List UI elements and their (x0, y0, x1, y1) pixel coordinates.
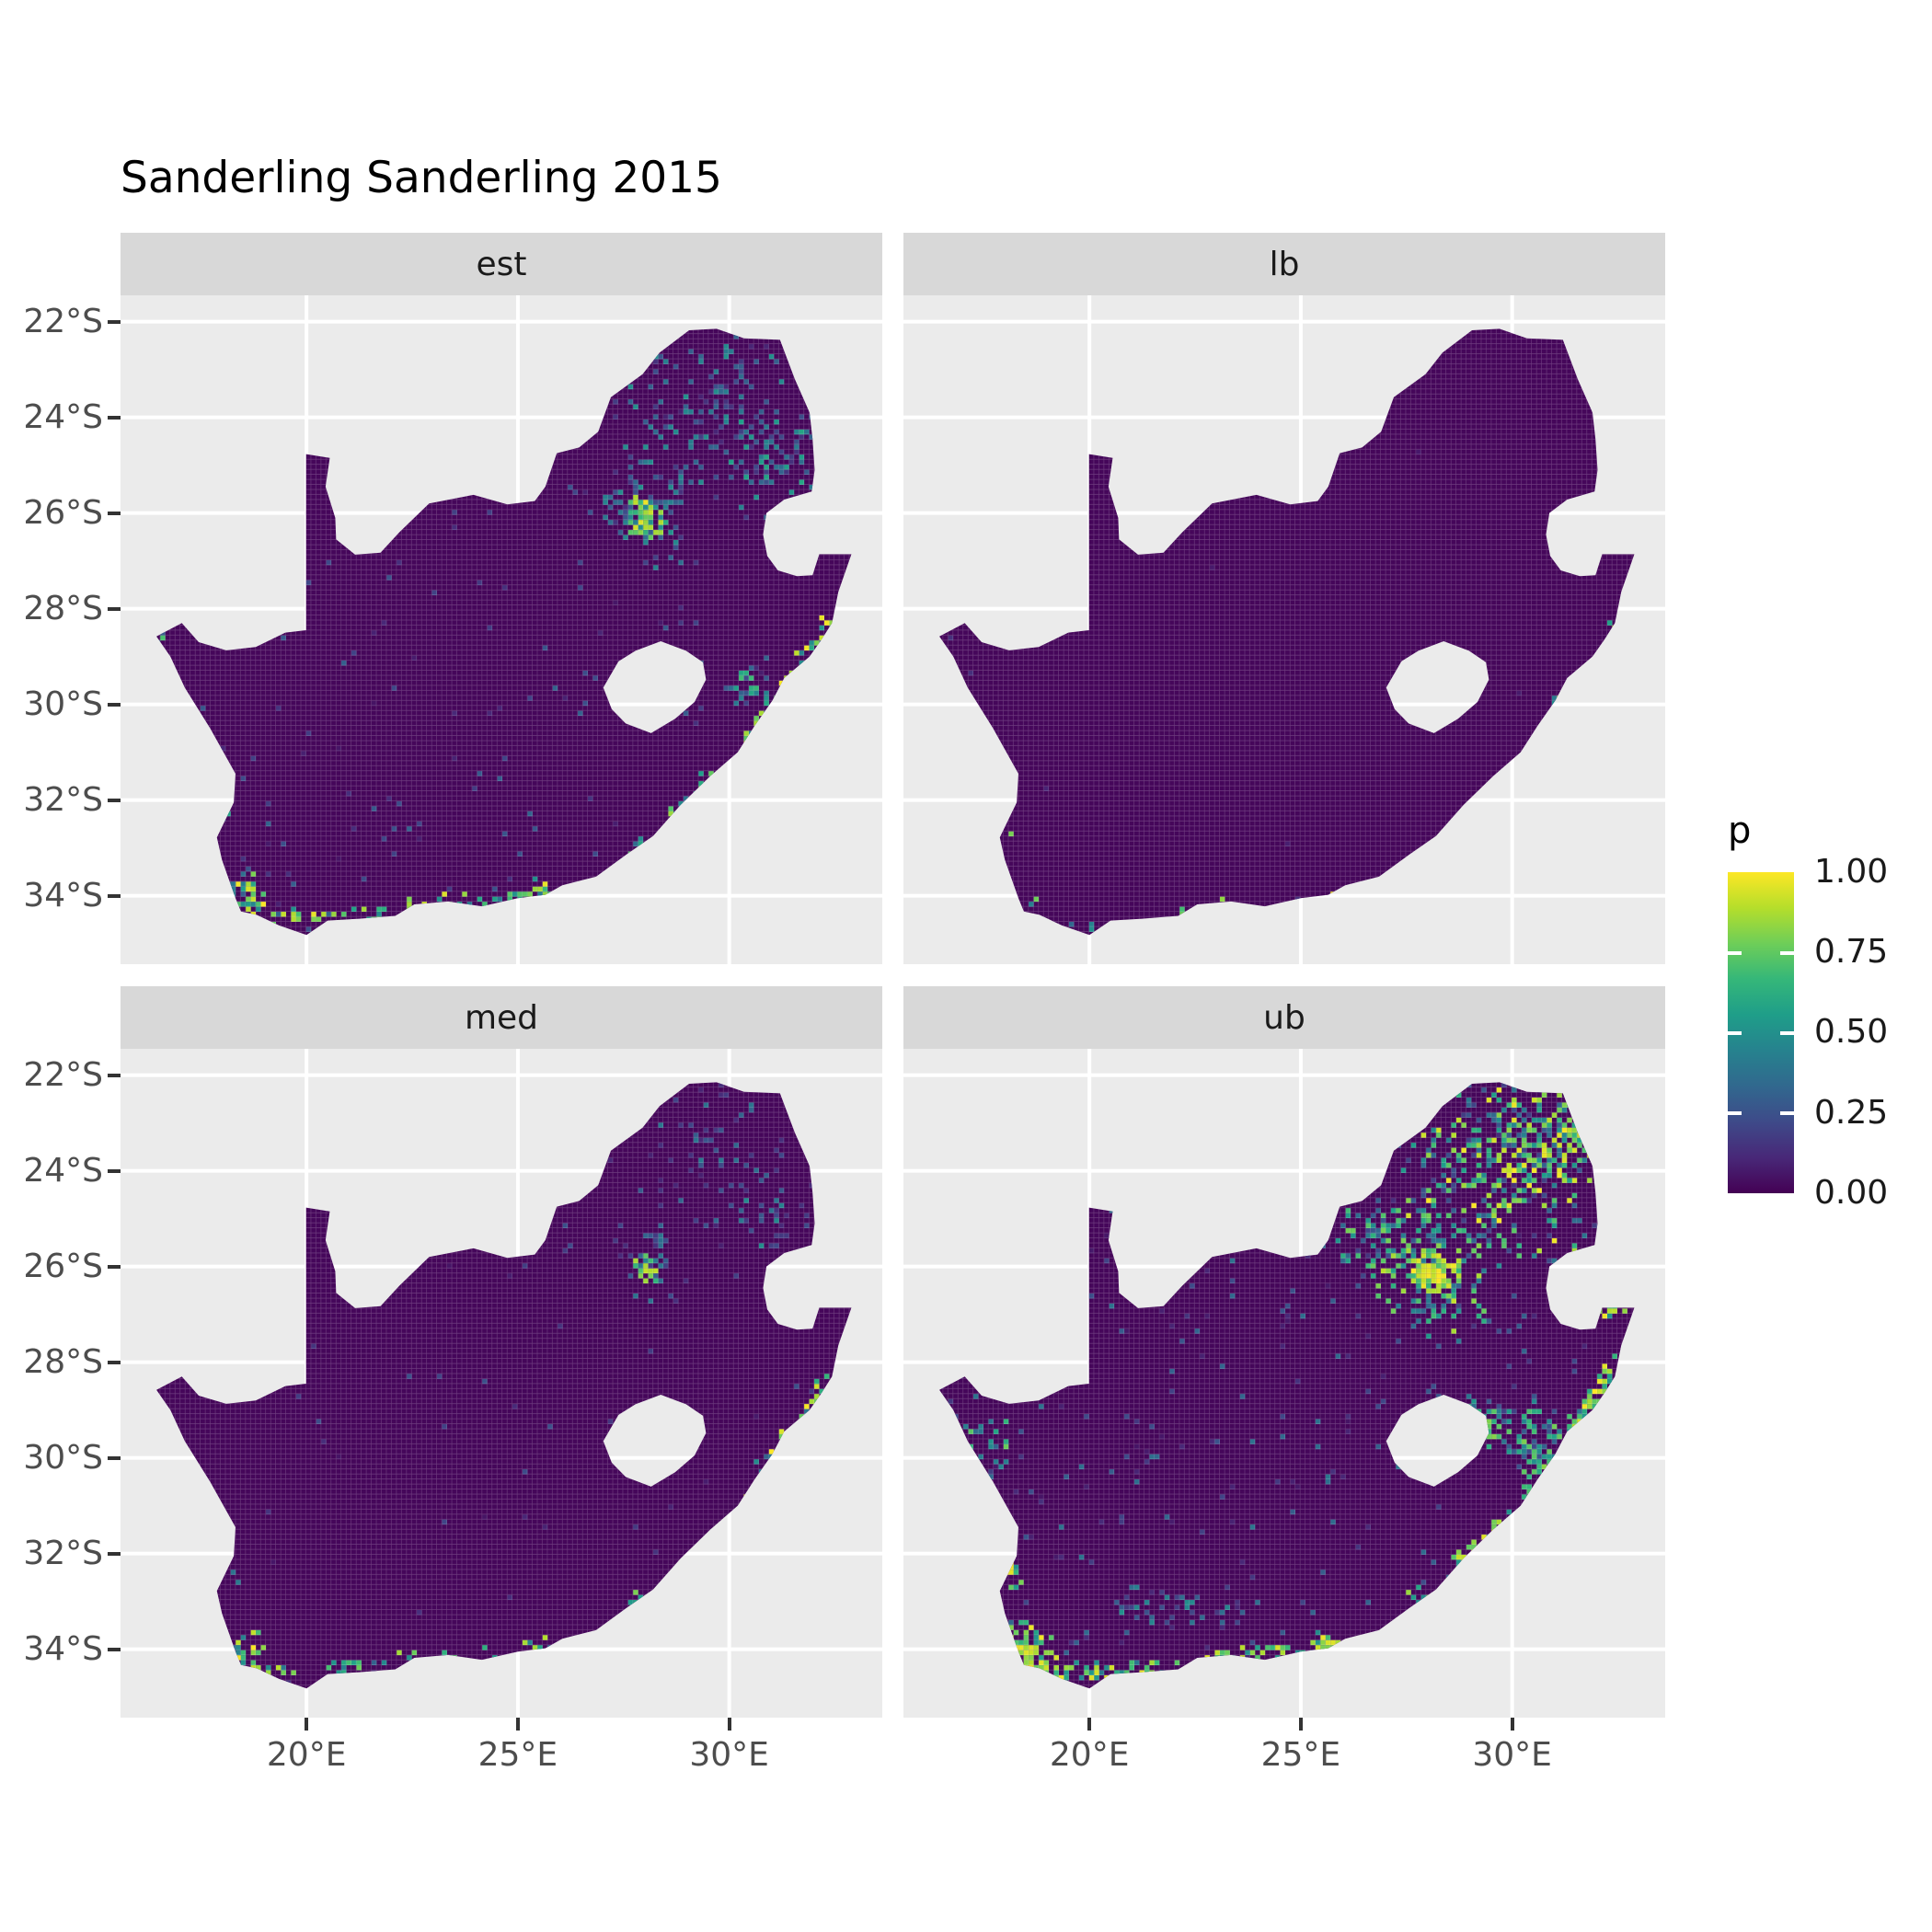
y-axis-label: 22°S (23, 302, 103, 340)
x-axis-tick (727, 1718, 731, 1731)
y-axis-tick (108, 1455, 121, 1460)
y-axis-label: 34°S (23, 876, 103, 914)
y-axis-tick (108, 893, 121, 898)
map-svg-lb (903, 295, 1665, 964)
map-svg-est (121, 295, 882, 964)
y-axis-tick (108, 702, 121, 707)
facet-strip-label: est (476, 245, 527, 283)
facet-strip-ub: ub (903, 986, 1665, 1049)
panel-map-ub (903, 1049, 1665, 1718)
x-axis-label: 25°E (477, 1736, 558, 1774)
legend-title: p (1728, 810, 1752, 852)
y-axis-label: 26°S (23, 1247, 103, 1285)
legend-tick-label: 0.75 (1814, 933, 1889, 971)
x-axis-label: 25°E (1260, 1736, 1341, 1774)
legend-tick-notch (1780, 1031, 1794, 1035)
legend-tick-label: 0.25 (1814, 1094, 1889, 1132)
facet-strip-label: ub (1263, 998, 1305, 1037)
y-axis-label: 26°S (23, 493, 103, 532)
panel-map-est (121, 295, 882, 964)
cell-border-grid (156, 328, 852, 936)
legend-tick-label: 1.00 (1814, 853, 1889, 891)
x-axis-label: 30°E (1472, 1736, 1552, 1774)
y-axis-label: 34°S (23, 1629, 103, 1668)
map-svg-ub (903, 1049, 1665, 1718)
legend-tick-label: 0.50 (1814, 1013, 1889, 1051)
legend-tick-notch (1780, 1111, 1794, 1115)
y-axis-tick (108, 1551, 121, 1556)
x-axis-tick (515, 1718, 520, 1731)
facet-strip-med: med (121, 986, 882, 1049)
y-axis-label: 22°S (23, 1055, 103, 1094)
x-axis-tick (1298, 1718, 1303, 1731)
y-axis-label: 28°S (23, 1342, 103, 1381)
legend-tick-notch (1728, 1031, 1742, 1035)
facet-strip-est: est (121, 233, 882, 295)
legend-colorbar (1728, 872, 1794, 1193)
y-axis-tick (108, 1168, 121, 1173)
cell-border-grid (156, 1082, 852, 1689)
legend-tick-notch (1780, 951, 1794, 955)
legend-tick-notch (1728, 1111, 1742, 1115)
plot-title: Sanderling Sanderling 2015 (121, 153, 722, 203)
panel-map-lb (903, 295, 1665, 964)
y-axis-tick (108, 319, 121, 324)
y-axis-label: 32°S (23, 780, 103, 819)
legend-tick-notch (1728, 951, 1742, 955)
y-axis-tick (108, 1647, 121, 1651)
x-axis-label: 30°E (689, 1736, 769, 1774)
x-axis-tick (1087, 1718, 1092, 1731)
facet-strip-lb: lb (903, 233, 1665, 295)
x-axis-label: 20°E (266, 1736, 347, 1774)
y-axis-label: 30°S (23, 1438, 103, 1477)
y-axis-label: 32°S (23, 1534, 103, 1572)
x-axis-tick (305, 1718, 309, 1731)
y-axis-label: 28°S (23, 589, 103, 627)
y-axis-tick (108, 415, 121, 420)
cell-border-grid (939, 1082, 1635, 1689)
map-svg-med (121, 1049, 882, 1718)
legend-tick-label: 0.00 (1814, 1174, 1889, 1212)
y-axis-tick (108, 798, 121, 802)
panel-map-med (121, 1049, 882, 1718)
y-axis-tick (108, 1264, 121, 1269)
facet-strip-label: med (464, 998, 539, 1037)
cell-border-grid (939, 328, 1635, 936)
x-axis-label: 20°E (1049, 1736, 1130, 1774)
x-axis-tick (1510, 1718, 1514, 1731)
facet-strip-label: lb (1269, 245, 1300, 283)
y-axis-label: 24°S (23, 397, 103, 436)
y-axis-label: 24°S (23, 1151, 103, 1190)
y-axis-tick (108, 606, 121, 611)
y-axis-tick (108, 1360, 121, 1364)
y-axis-tick (108, 511, 121, 515)
y-axis-tick (108, 1073, 121, 1077)
y-axis-label: 30°S (23, 684, 103, 723)
